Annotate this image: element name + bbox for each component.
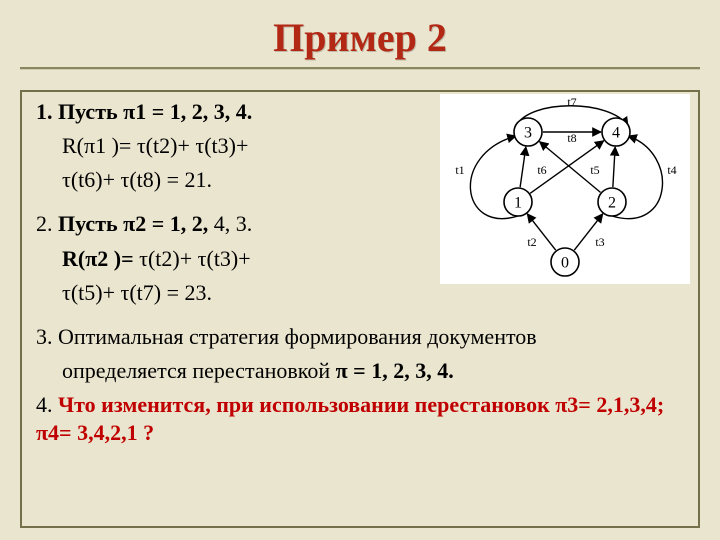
edge-label-t2: t2 xyxy=(527,235,536,249)
node-label-1: 1 xyxy=(514,195,522,212)
p1b-tail: τ(t2)+ τ(t3)+ xyxy=(137,133,249,158)
node-label-3: 3 xyxy=(524,125,532,142)
p2a-lead: 2. xyxy=(36,211,58,236)
p1b-bold: R(π1 )= xyxy=(62,133,137,158)
p4b: Что изменится, при использовании переста… xyxy=(36,392,664,445)
edge-label-t3: t3 xyxy=(595,235,604,249)
p3b-lead: определяется перестановкой xyxy=(62,358,336,383)
outer-edge-label-t1: t1 xyxy=(455,163,464,177)
node-label-2: 2 xyxy=(608,195,616,212)
node-label-4: 4 xyxy=(612,125,620,142)
gap-2 xyxy=(36,313,688,323)
node-label-0: 0 xyxy=(561,255,569,272)
p4a: 4. xyxy=(36,392,53,417)
slide-title: Пример 2 xyxy=(0,0,720,61)
title-underline xyxy=(20,67,700,69)
p4: 4. Что изменится, при использовании пере… xyxy=(36,391,688,447)
p2b-tail: τ(t2)+ τ(t3)+ xyxy=(139,246,251,271)
edge-1-3 xyxy=(520,147,526,187)
slide: Пример 2 1. Пусть π1 = 1, 2, 3, 4. R(π1 … xyxy=(0,0,720,540)
edge-2-4 xyxy=(613,147,615,187)
p1a: 1. Пусть π1 = 1, 2, 3, 4. xyxy=(36,99,252,124)
p2b-bold: R(π2 )= xyxy=(62,246,139,271)
edge-label-t5: t5 xyxy=(590,163,599,177)
p2a-bold: Пусть π2 = 1, 2, xyxy=(58,211,214,236)
outer-edge-label-t4: t4 xyxy=(667,163,676,177)
edge-label-t6: t6 xyxy=(537,163,546,177)
graph-diagram: 0 1 2 3 4 t2 t3 t6 t5 t8 t1 t4 t7 xyxy=(440,94,690,284)
p2a-tail: 4, 3. xyxy=(214,211,253,236)
p3-line1: 3. Оптимальная стратегия формирования до… xyxy=(36,323,688,351)
outer-edge-label-t7: t7 xyxy=(567,95,576,109)
p3-line2: определяется перестановкой π = 1, 2, 3, … xyxy=(36,357,688,385)
p3b-bold: π = 1, 2, 3, 4. xyxy=(336,358,454,383)
edge-label-t8: t8 xyxy=(567,131,576,145)
